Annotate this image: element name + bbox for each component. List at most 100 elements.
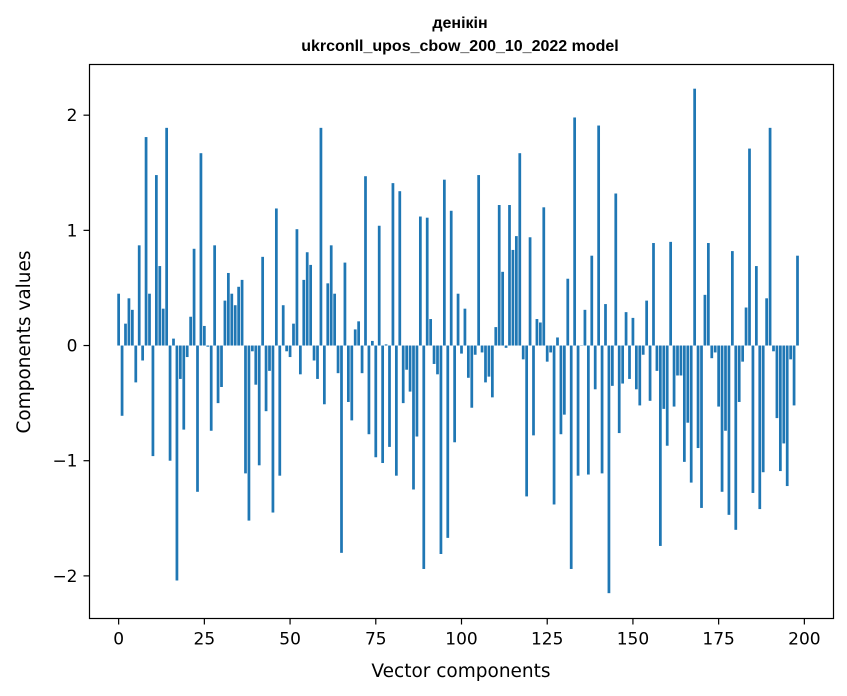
y-tick-label: 1 [67, 221, 78, 241]
bar [518, 153, 522, 346]
bar [460, 345, 463, 354]
bar [377, 225, 381, 346]
bar [638, 345, 642, 406]
bar [120, 345, 124, 416]
bar [703, 294, 707, 346]
bar [429, 319, 433, 346]
bar [748, 148, 751, 346]
bar [713, 345, 717, 353]
bar [144, 137, 148, 346]
bar [264, 345, 268, 412]
bar [425, 217, 429, 346]
bar [158, 266, 162, 346]
bar [130, 309, 134, 346]
bar [621, 345, 625, 384]
bar [628, 345, 631, 379]
bar [353, 329, 357, 346]
bar [206, 345, 210, 347]
bar [559, 345, 563, 435]
bar [398, 191, 402, 346]
bar [583, 309, 587, 346]
bar [350, 345, 354, 421]
bar [285, 345, 289, 352]
bar [645, 300, 649, 346]
bar [213, 245, 217, 346]
bar [717, 345, 721, 407]
x-tick-label: 50 [279, 630, 301, 650]
bar [545, 345, 549, 362]
bar [312, 345, 316, 361]
bar [480, 345, 484, 353]
bar [470, 345, 474, 408]
bar [405, 345, 409, 370]
bar [648, 345, 652, 401]
bar [532, 345, 535, 436]
bar [223, 300, 227, 346]
bar [634, 345, 638, 390]
y-tick-label: −1 [52, 452, 77, 472]
bar [501, 271, 505, 346]
bar [772, 345, 775, 352]
bar [412, 345, 415, 490]
x-axis-label: Vector components [371, 661, 550, 682]
bar [189, 316, 193, 346]
bar [744, 307, 748, 346]
x-tick-label: 75 [365, 630, 387, 650]
chart-title-line2: ukrconll_upos_cbow_200_10_2022 model [301, 38, 618, 55]
y-tick-label: 2 [67, 106, 78, 126]
bar [535, 319, 539, 346]
bar [333, 293, 337, 346]
bar [449, 210, 453, 346]
bar [446, 345, 450, 538]
bar [168, 345, 172, 461]
bar [391, 183, 395, 346]
bar [490, 345, 494, 398]
bar [614, 193, 618, 346]
bar [641, 345, 645, 355]
bar [693, 88, 697, 346]
bar [257, 345, 261, 466]
bar [706, 243, 710, 346]
bar [117, 293, 121, 346]
bar [556, 337, 559, 346]
bar [538, 322, 542, 346]
bar [730, 251, 734, 346]
x-tick-label: 25 [194, 630, 216, 650]
bar [792, 345, 796, 406]
bar [322, 345, 326, 405]
bar [504, 345, 508, 348]
bar [734, 345, 738, 530]
bar-series [117, 88, 799, 594]
bar [456, 293, 460, 346]
bar [261, 256, 265, 346]
bar [357, 321, 361, 346]
bar [631, 317, 635, 346]
bar [497, 205, 501, 346]
bar [394, 345, 398, 476]
bar [226, 272, 230, 346]
bar [552, 345, 556, 505]
bar [528, 237, 532, 346]
bar [672, 345, 676, 407]
bar [487, 345, 491, 377]
x-tick-label: 200 [788, 630, 820, 650]
bar [370, 340, 374, 346]
bar [274, 208, 278, 346]
bar [484, 345, 487, 383]
bar [775, 345, 779, 419]
bar [172, 338, 175, 346]
bar [254, 345, 258, 385]
bar [727, 345, 731, 515]
bar [374, 345, 378, 458]
bar [367, 345, 371, 435]
bar [134, 345, 138, 383]
bar [247, 345, 251, 521]
bar [782, 345, 786, 444]
bar [295, 229, 299, 346]
bar [360, 345, 364, 374]
bar [220, 345, 223, 387]
bar [185, 345, 189, 358]
bar [466, 345, 470, 378]
bar [154, 175, 158, 346]
bar [302, 279, 306, 346]
